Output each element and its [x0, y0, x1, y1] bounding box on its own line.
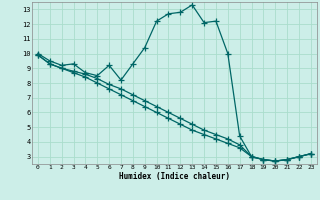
X-axis label: Humidex (Indice chaleur): Humidex (Indice chaleur): [119, 172, 230, 181]
